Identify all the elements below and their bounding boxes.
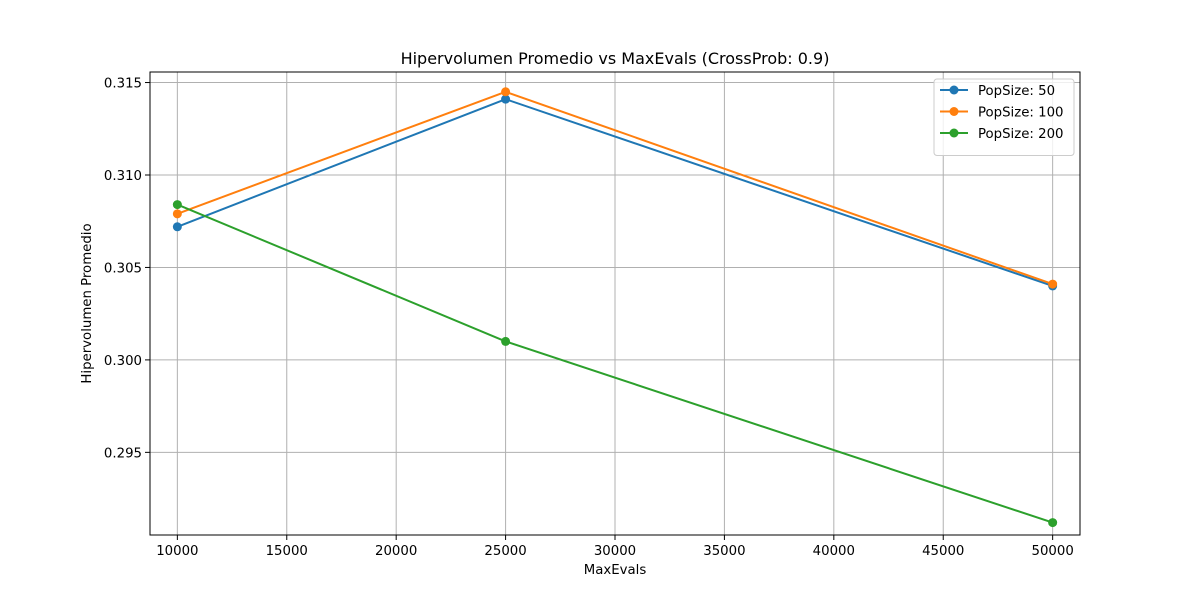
x-tick-label: 20000 bbox=[375, 544, 417, 559]
series-lines bbox=[172, 87, 1058, 528]
legend-swatch-marker bbox=[949, 107, 959, 116]
x-tick-label: 10000 bbox=[156, 544, 198, 559]
y-tick-label: 0.305 bbox=[104, 261, 142, 276]
legend-label: PopSize: 200 bbox=[978, 127, 1064, 142]
x-tick-label: 35000 bbox=[703, 544, 745, 559]
legend: PopSize: 50 PopSize: 100 PopSize: 200 bbox=[933, 78, 1075, 156]
grid-lines bbox=[150, 72, 1080, 535]
data-point bbox=[172, 222, 182, 232]
y-axis-ticks: 0.295 0.300 0.305 0.310 0.315 bbox=[104, 77, 150, 461]
x-tick-label: 30000 bbox=[594, 544, 636, 559]
series-3 bbox=[172, 200, 1058, 528]
data-point bbox=[1048, 279, 1058, 289]
x-tick-label: 40000 bbox=[813, 544, 855, 559]
legend-box bbox=[933, 78, 1075, 156]
legend-label: PopSize: 50 bbox=[978, 84, 1055, 99]
x-axis-ticks: 10000 15000 20000 25000 30000 35000 40000 45000… bbox=[156, 535, 1074, 559]
x-tick-label: 15000 bbox=[266, 544, 308, 559]
legend-swatch-marker bbox=[949, 85, 959, 95]
data-point bbox=[172, 209, 182, 219]
legend-label: PopSize: 100 bbox=[978, 106, 1064, 121]
x-tick-label: 50000 bbox=[1031, 544, 1073, 559]
x-tick-label: 25000 bbox=[484, 544, 526, 559]
series-2 bbox=[172, 87, 1058, 289]
x-tick-label: 45000 bbox=[922, 544, 964, 559]
legend-swatch-marker bbox=[949, 128, 959, 138]
y-tick-label: 0.300 bbox=[104, 354, 142, 369]
data-point bbox=[501, 87, 511, 97]
y-tick-label: 0.315 bbox=[104, 77, 142, 92]
data-point bbox=[501, 94, 511, 104]
chart-title: Hipervolumen Promedio vs MaxEvals (Cross… bbox=[401, 49, 830, 68]
data-point bbox=[501, 336, 511, 346]
y-tick-label: 0.295 bbox=[104, 446, 142, 461]
x-axis-label: MaxEvals bbox=[584, 563, 647, 578]
data-point bbox=[1048, 518, 1058, 528]
data-point bbox=[172, 200, 182, 210]
y-axis-label: Hipervolumen Promedio bbox=[80, 223, 95, 383]
y-tick-label: 0.310 bbox=[104, 169, 142, 184]
